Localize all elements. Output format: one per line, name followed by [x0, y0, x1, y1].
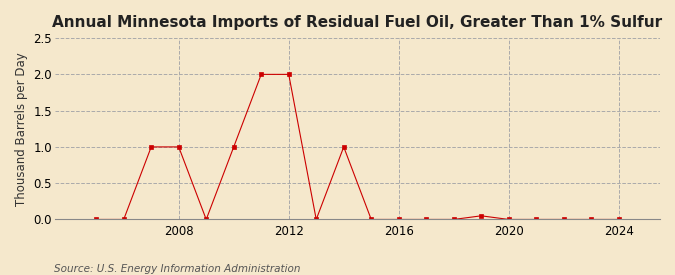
- Text: Source: U.S. Energy Information Administration: Source: U.S. Energy Information Administ…: [54, 264, 300, 274]
- Title: Annual Minnesota Imports of Residual Fuel Oil, Greater Than 1% Sulfur: Annual Minnesota Imports of Residual Fue…: [53, 15, 663, 30]
- Y-axis label: Thousand Barrels per Day: Thousand Barrels per Day: [15, 52, 28, 206]
